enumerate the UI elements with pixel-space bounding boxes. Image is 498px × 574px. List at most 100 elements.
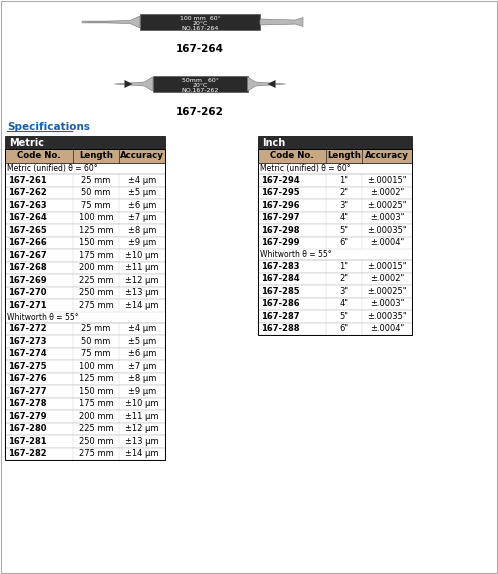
Text: ±6 μm: ±6 μm: [128, 201, 156, 210]
Text: 167-262: 167-262: [8, 188, 47, 197]
Text: 50mm   60°: 50mm 60°: [182, 78, 219, 83]
Text: ±.00015": ±.00015": [367, 176, 407, 185]
Text: 225 mm: 225 mm: [79, 276, 114, 285]
Text: 167-268: 167-268: [8, 263, 47, 272]
Bar: [258, 260, 412, 273]
Bar: [5, 174, 165, 187]
Text: 25 mm: 25 mm: [81, 324, 111, 333]
Bar: [5, 448, 165, 460]
Polygon shape: [115, 77, 152, 91]
Text: Length: Length: [79, 152, 113, 161]
Text: 150 mm: 150 mm: [79, 387, 114, 395]
Text: 200 mm: 200 mm: [79, 263, 114, 272]
Text: 4": 4": [340, 214, 349, 222]
Text: 25 mm: 25 mm: [81, 176, 111, 185]
Text: ±.0002": ±.0002": [370, 188, 404, 197]
Text: Code No.: Code No.: [17, 152, 61, 161]
Bar: [258, 310, 412, 323]
Bar: [5, 398, 165, 410]
Text: Metric: Metric: [9, 138, 44, 148]
Text: 167-263: 167-263: [8, 201, 47, 210]
Text: 175 mm: 175 mm: [79, 400, 114, 408]
Text: 167-265: 167-265: [8, 226, 47, 235]
Text: 3": 3": [340, 201, 349, 210]
Bar: [5, 299, 165, 312]
Text: 167-266: 167-266: [8, 238, 47, 247]
Bar: [258, 224, 412, 236]
Bar: [5, 136, 165, 149]
Polygon shape: [124, 80, 132, 88]
Text: 167-271: 167-271: [8, 301, 47, 310]
Text: 75 mm: 75 mm: [81, 349, 111, 358]
Text: 2": 2": [340, 274, 349, 283]
Bar: [258, 136, 412, 149]
Bar: [82, 21, 130, 23]
Text: 167-299: 167-299: [261, 238, 299, 247]
Polygon shape: [267, 80, 275, 88]
Bar: [5, 262, 165, 274]
Text: ±14 μm: ±14 μm: [125, 301, 159, 310]
Bar: [5, 274, 165, 286]
Text: 175 mm: 175 mm: [79, 251, 114, 260]
Bar: [5, 149, 165, 163]
Text: ±13 μm: ±13 μm: [125, 437, 159, 446]
Text: 167-297: 167-297: [261, 214, 299, 222]
Text: 167-295: 167-295: [261, 188, 300, 197]
Text: 20°C: 20°C: [192, 21, 208, 26]
Text: Whitworth θ = 55°: Whitworth θ = 55°: [7, 312, 79, 321]
Bar: [140, 14, 260, 30]
Text: 167-288: 167-288: [261, 324, 299, 333]
Bar: [5, 410, 165, 422]
Bar: [5, 323, 165, 335]
Text: 100 mm  60°: 100 mm 60°: [180, 16, 221, 21]
Bar: [258, 174, 412, 187]
Text: ±14 μm: ±14 μm: [125, 449, 159, 458]
Bar: [5, 211, 165, 224]
Text: ±7 μm: ±7 μm: [128, 362, 156, 371]
Text: ±4 μm: ±4 μm: [128, 176, 156, 185]
Text: 20°C: 20°C: [192, 83, 208, 88]
Text: ±9 μm: ±9 μm: [128, 238, 156, 247]
Bar: [5, 360, 165, 373]
Bar: [5, 347, 165, 360]
Text: 167-286: 167-286: [261, 299, 300, 308]
Text: 250 mm: 250 mm: [79, 437, 114, 446]
Text: Length: Length: [327, 152, 361, 161]
Bar: [5, 286, 165, 299]
Text: 75 mm: 75 mm: [81, 201, 111, 210]
Text: ±.00035": ±.00035": [367, 312, 407, 321]
Bar: [260, 21, 295, 24]
Text: 167-276: 167-276: [8, 374, 47, 383]
Text: 50 mm: 50 mm: [81, 337, 111, 346]
Text: ±8 μm: ±8 μm: [128, 374, 156, 383]
Text: ±.0004": ±.0004": [370, 238, 404, 247]
Text: Inch: Inch: [262, 138, 285, 148]
Bar: [258, 236, 412, 249]
Bar: [258, 297, 412, 310]
Text: 167-279: 167-279: [8, 412, 46, 421]
Text: Specifications: Specifications: [7, 122, 90, 132]
Bar: [258, 273, 412, 285]
Text: ±.0002": ±.0002": [370, 274, 404, 283]
Text: 167-282: 167-282: [8, 449, 47, 458]
Text: 167-264: 167-264: [8, 214, 47, 222]
Text: 4": 4": [340, 299, 349, 308]
Text: 6": 6": [340, 324, 349, 333]
Bar: [5, 435, 165, 448]
Text: 5": 5": [340, 312, 349, 321]
Text: 167-280: 167-280: [8, 424, 46, 433]
Text: ±.00015": ±.00015": [367, 262, 407, 271]
Text: ±.0004": ±.0004": [370, 324, 404, 333]
Text: 167-272: 167-272: [8, 324, 47, 333]
Text: ±.00025": ±.00025": [367, 201, 407, 210]
Bar: [258, 199, 412, 211]
Polygon shape: [82, 16, 140, 28]
Text: ±5 μm: ±5 μm: [128, 337, 156, 346]
Text: NO.167-262: NO.167-262: [181, 88, 219, 93]
Bar: [258, 149, 412, 335]
Text: 2": 2": [340, 188, 349, 197]
Text: 167-261: 167-261: [8, 176, 47, 185]
Text: 167-285: 167-285: [261, 287, 300, 296]
Text: 167-267: 167-267: [8, 251, 47, 260]
Bar: [5, 373, 165, 385]
